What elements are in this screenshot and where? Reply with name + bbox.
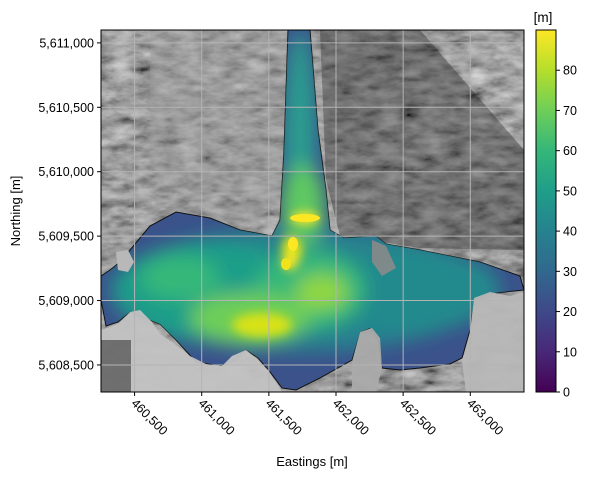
- x-tick-label: 461,000: [196, 396, 238, 438]
- rock-south-shore: [101, 310, 282, 392]
- colorbar-tick-label: 40: [563, 225, 577, 239]
- rock-east-islet: [372, 240, 396, 276]
- depth-overlay: [110, 30, 500, 352]
- colorbar-frame: [535, 29, 557, 393]
- colorbar-gradient: [536, 30, 556, 392]
- colorbar-tick-label: 80: [563, 64, 577, 78]
- y-axis-ticks: 5,611,000 5,610,500 5,610,000 5,609,500 5,60…: [38, 36, 101, 372]
- colorbar-tick-label: 0: [563, 386, 570, 400]
- colorbar-ticks: 0 10 20 30 40 50 60 70 80: [556, 64, 577, 400]
- depth-peak-centre: [288, 237, 298, 251]
- x-tick-label: 462,000: [330, 396, 372, 438]
- colorbar-tick-label: 10: [563, 345, 577, 359]
- plot-frame: [100, 29, 525, 393]
- colorbar-tick-label: 20: [563, 305, 577, 319]
- colorbar-unit-label: [m]: [534, 10, 553, 25]
- y-tick-label: 5,610,500: [38, 101, 94, 115]
- rock-east-shore: [462, 292, 524, 392]
- x-tick-label: 463,000: [464, 396, 506, 438]
- colorbar-tick-label: 60: [563, 144, 577, 158]
- hillshade-slope-west: [150, 30, 290, 232]
- map-grid: [101, 30, 524, 392]
- x-tick-label: 460,500: [128, 396, 170, 438]
- y-tick-label: 5,611,000: [39, 36, 94, 50]
- map-plot-area: [101, 30, 524, 392]
- colorbar: 0 10 20 30 40 50 60 70 80 [m]: [534, 10, 577, 400]
- colorbar-tick-label: 70: [563, 104, 577, 118]
- hillshade-slope-east: [320, 30, 524, 250]
- x-tick-label: 461,500: [263, 396, 305, 438]
- y-tick-label: 5,608,500: [38, 358, 94, 372]
- water-southwest: [101, 340, 131, 392]
- x-axis-ticks: 460,500 461,000 461,500 462,000 462,500 463,0…: [128, 392, 506, 438]
- rock-spur: [352, 328, 382, 392]
- rock-west-islet: [116, 250, 134, 272]
- depth-peak-north: [290, 214, 320, 222]
- colorbar-tick-label: 50: [563, 184, 577, 198]
- y-tick-label: 5,610,000: [38, 165, 94, 179]
- x-axis-label: Eastings [m]: [276, 454, 348, 469]
- y-axis-label: Northing [m]: [8, 176, 23, 247]
- y-tick-label: 5,609,500: [38, 230, 94, 244]
- y-tick-label: 5,609,000: [38, 294, 94, 308]
- depth-peak-south: [281, 258, 291, 270]
- colorbar-tick-label: 30: [563, 265, 577, 279]
- x-tick-label: 462,500: [397, 396, 439, 438]
